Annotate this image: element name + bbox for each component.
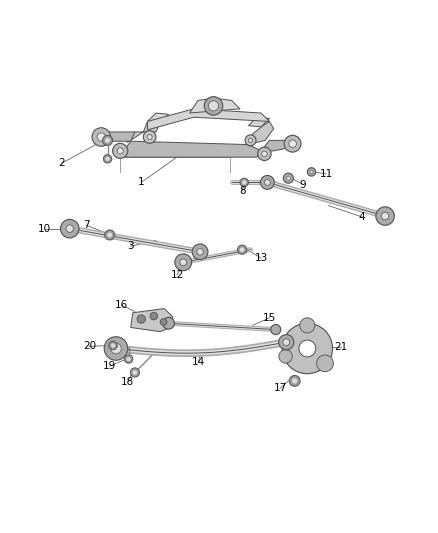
Circle shape xyxy=(208,101,219,111)
Circle shape xyxy=(376,207,394,225)
Circle shape xyxy=(197,248,203,255)
Circle shape xyxy=(103,155,112,163)
Text: 16: 16 xyxy=(115,300,128,310)
Circle shape xyxy=(265,180,270,185)
Circle shape xyxy=(92,128,110,146)
Text: 1: 1 xyxy=(138,177,145,188)
Text: 19: 19 xyxy=(103,361,117,371)
Circle shape xyxy=(240,178,248,187)
Circle shape xyxy=(240,247,244,252)
Circle shape xyxy=(113,143,128,158)
Circle shape xyxy=(279,335,294,350)
Circle shape xyxy=(279,350,292,363)
Circle shape xyxy=(286,176,290,180)
Circle shape xyxy=(117,148,123,154)
Polygon shape xyxy=(101,132,135,142)
Circle shape xyxy=(242,180,246,184)
Text: 2: 2 xyxy=(58,158,65,168)
Circle shape xyxy=(66,225,74,232)
Circle shape xyxy=(105,230,115,240)
Text: 11: 11 xyxy=(320,169,333,179)
Polygon shape xyxy=(261,140,295,151)
Circle shape xyxy=(124,355,133,363)
Circle shape xyxy=(237,245,247,254)
Circle shape xyxy=(130,368,140,377)
Text: 20: 20 xyxy=(83,342,96,351)
Polygon shape xyxy=(248,122,274,144)
Circle shape xyxy=(258,147,271,160)
Circle shape xyxy=(261,175,274,189)
Circle shape xyxy=(175,254,192,271)
Circle shape xyxy=(262,151,267,157)
Polygon shape xyxy=(190,98,240,113)
Circle shape xyxy=(162,317,174,329)
Circle shape xyxy=(317,355,333,372)
Polygon shape xyxy=(122,141,261,157)
Text: 4: 4 xyxy=(359,212,365,222)
Circle shape xyxy=(111,343,115,348)
Circle shape xyxy=(160,319,167,325)
Circle shape xyxy=(109,341,117,350)
Circle shape xyxy=(300,318,315,333)
Circle shape xyxy=(137,315,145,324)
Circle shape xyxy=(289,140,297,148)
Circle shape xyxy=(102,135,113,146)
Circle shape xyxy=(204,96,223,115)
Polygon shape xyxy=(127,122,160,142)
Circle shape xyxy=(299,340,316,357)
Circle shape xyxy=(111,343,121,354)
Text: 17: 17 xyxy=(273,383,286,393)
Circle shape xyxy=(106,157,110,161)
Circle shape xyxy=(180,259,187,265)
Polygon shape xyxy=(248,117,269,127)
Text: 21: 21 xyxy=(334,342,348,352)
Text: 18: 18 xyxy=(121,377,134,387)
Circle shape xyxy=(289,375,300,386)
Circle shape xyxy=(97,133,106,141)
Polygon shape xyxy=(148,109,269,130)
Circle shape xyxy=(381,212,389,220)
Circle shape xyxy=(147,134,152,140)
Text: 9: 9 xyxy=(300,180,307,190)
Circle shape xyxy=(127,357,131,361)
Circle shape xyxy=(105,138,110,143)
Text: 3: 3 xyxy=(127,241,134,252)
Circle shape xyxy=(150,312,158,320)
Circle shape xyxy=(282,324,332,374)
Circle shape xyxy=(104,337,128,360)
Circle shape xyxy=(292,378,297,384)
Text: 12: 12 xyxy=(170,270,184,280)
Text: 15: 15 xyxy=(263,313,276,323)
Circle shape xyxy=(192,244,208,260)
Circle shape xyxy=(245,135,256,146)
Text: 10: 10 xyxy=(38,224,51,233)
Circle shape xyxy=(248,138,253,142)
Circle shape xyxy=(284,135,301,152)
Circle shape xyxy=(307,168,316,176)
Circle shape xyxy=(133,370,137,375)
Circle shape xyxy=(143,131,156,143)
Circle shape xyxy=(271,325,281,335)
Circle shape xyxy=(283,339,290,345)
Circle shape xyxy=(310,170,313,174)
Text: 14: 14 xyxy=(191,357,205,367)
Text: 8: 8 xyxy=(239,186,245,196)
Circle shape xyxy=(283,173,293,183)
Polygon shape xyxy=(131,309,173,332)
Text: 13: 13 xyxy=(254,253,268,263)
Circle shape xyxy=(107,232,112,238)
Circle shape xyxy=(60,220,79,238)
Polygon shape xyxy=(148,113,169,123)
Text: 7: 7 xyxy=(83,220,90,230)
